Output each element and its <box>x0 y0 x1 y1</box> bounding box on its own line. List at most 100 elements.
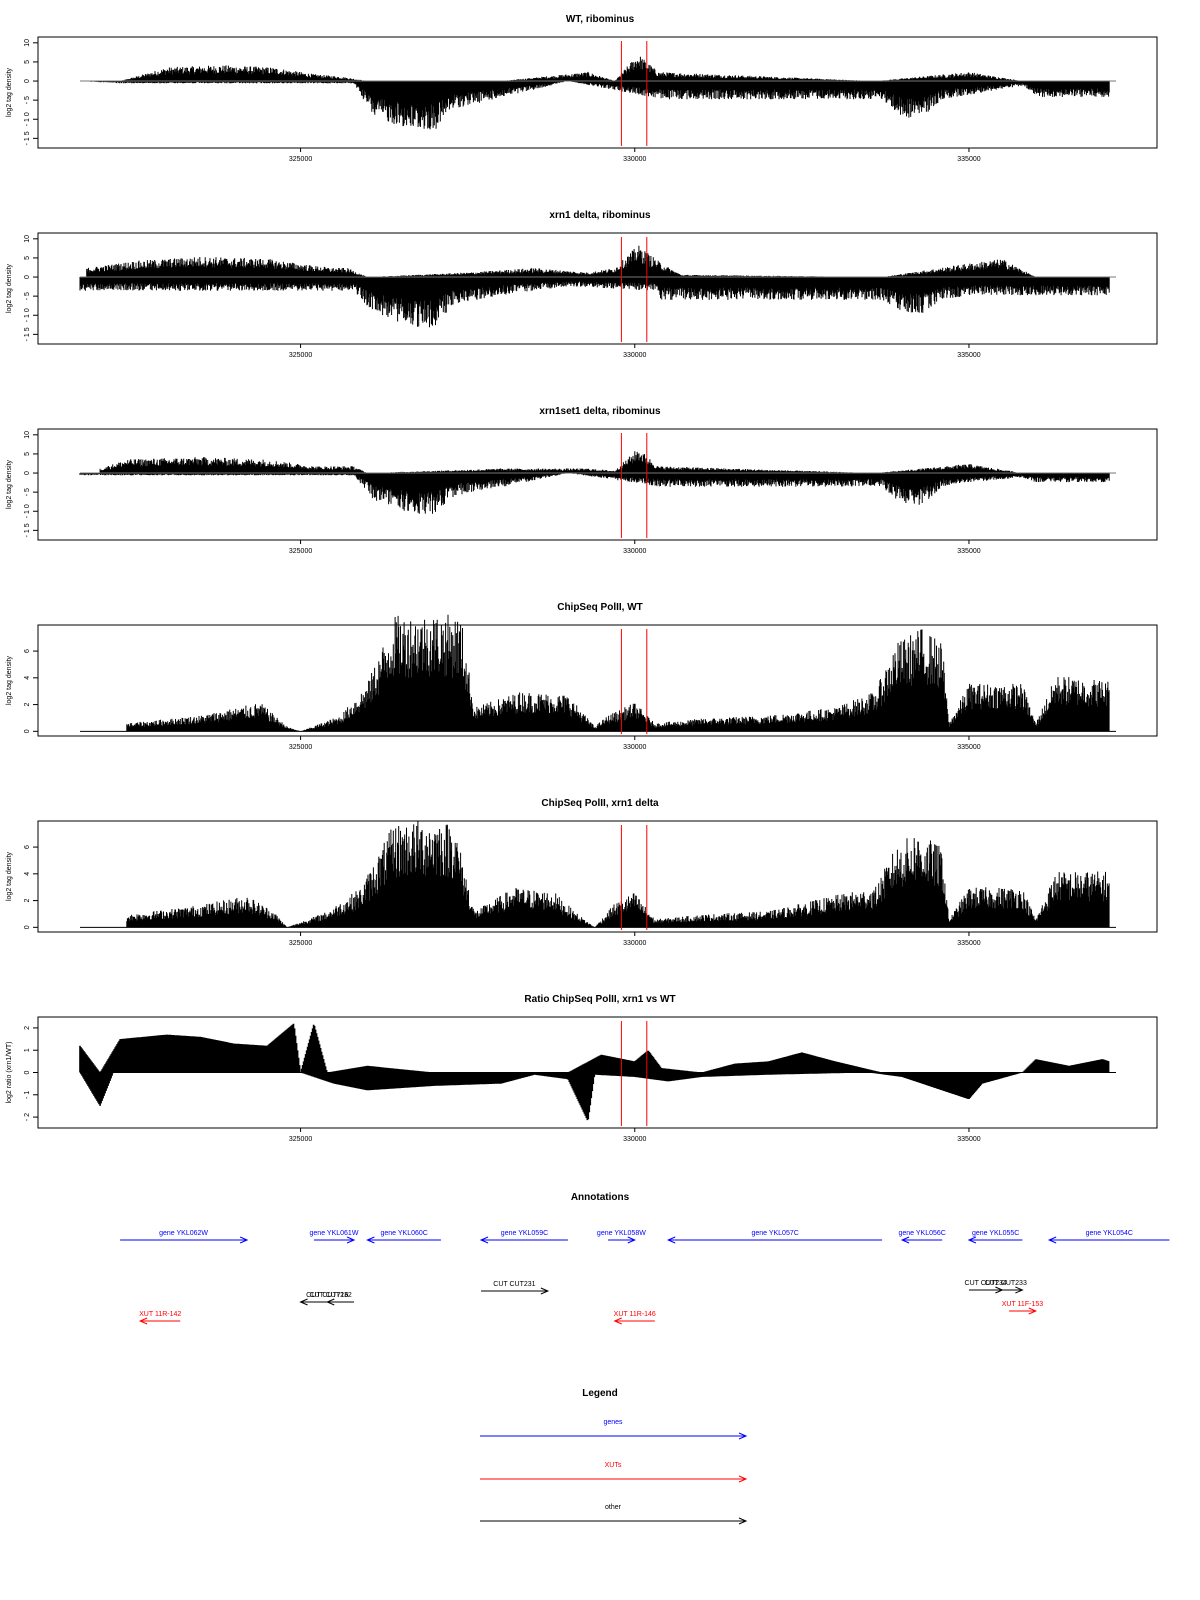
series-positive <box>99 451 1022 473</box>
x-tick-label: 335000 <box>957 548 980 555</box>
annotation-arrow-head <box>995 1286 1004 1294</box>
annotation-label: gene YKL057C <box>751 1230 798 1237</box>
plot-frame <box>37 624 1158 737</box>
y-tick-label: 0 <box>24 1070 31 1074</box>
y-tick-label: 0 <box>24 79 31 83</box>
series-negative <box>80 1072 1023 1121</box>
annotation-arrow-head <box>326 1298 335 1306</box>
annotation-gene-ykl062w: gene YKL062W <box>120 1230 249 1244</box>
panel-xrn1-ribominus: xrn1 delta, ribominus log2 tag density 10 5… <box>6 210 1158 359</box>
series-negative <box>79 473 1110 514</box>
panel-title: ChipSeq PolII, xrn1 delta <box>541 798 659 809</box>
annotation-arrow-head <box>1015 1286 1024 1294</box>
panel-ratio: Ratio ChipSeq PolII, xrn1 vs WT log2 rati… <box>6 994 1158 1143</box>
plot-frame <box>37 36 1158 149</box>
y-tick-label: 2 <box>24 1026 31 1030</box>
y-tick-label: 10 <box>24 39 31 47</box>
panel-title: xrn1 delta, ribominus <box>549 210 651 221</box>
annotation-xut-11r-146: XUT 11R-146 <box>613 1311 656 1325</box>
y-tick-label: - 1 0 <box>24 112 31 126</box>
annotation-gene-ykl059c: gene YKL059C <box>479 1230 568 1244</box>
y-axis-label: log2 tag density <box>6 263 13 313</box>
series-positive <box>120 56 1022 81</box>
data-series <box>79 451 1110 514</box>
y-tick-label: 0 <box>24 471 31 475</box>
annotation-arrow-head <box>540 1287 550 1295</box>
y-tick-label: 5 <box>24 256 31 260</box>
legend-label: other <box>605 1504 622 1511</box>
annotation-gene-ykl061w: gene YKL061W <box>310 1230 359 1244</box>
x-tick-label: 330000 <box>623 548 646 555</box>
y-axis-label: log2 tag density <box>6 655 13 705</box>
y-tick-label: 6 <box>24 649 31 653</box>
y-tick-label: 10 <box>24 431 31 439</box>
legend: Legend genes XUTs other <box>480 1388 748 1525</box>
legend-item-other: other <box>480 1504 748 1525</box>
panel-wt-ribominus: WT, ribominus log2 tag density 10 5 0 - 5 - 1 … <box>6 14 1158 163</box>
data-series <box>126 821 1110 928</box>
y-tick-label: - 5 <box>24 488 31 496</box>
annotation-arrow-head <box>479 1236 489 1244</box>
y-tick-label: 4 <box>24 676 31 680</box>
y-tick-label: - 1 0 <box>24 308 31 322</box>
annotation-cut-cut232: CUT CUT232 <box>310 1292 352 1306</box>
legend-item-genes: genes <box>480 1419 748 1440</box>
y-tick-label: - 1 <box>24 1091 31 1099</box>
annotation-label: gene YKL061W <box>310 1230 359 1237</box>
x-tick-label: 330000 <box>623 352 646 359</box>
annotation-label: CUT CUT232 <box>310 1292 352 1299</box>
annotation-label: CUT CUT234 <box>965 1280 1007 1287</box>
legend-arrow-head <box>738 1475 748 1483</box>
x-tick-label: 330000 <box>623 1136 646 1143</box>
series-positive <box>126 821 1110 928</box>
annotations-track: Annotations gene YKL062W gene YKL061W gene… <box>120 1192 1170 1325</box>
panel-xrn1set1-ribominus: xrn1set1 delta, ribominus log2 tag densit… <box>6 406 1158 555</box>
y-tick-label: - 5 <box>24 292 31 300</box>
annotation-label: gene YKL054C <box>1086 1230 1133 1237</box>
annotation-label: gene YKL056C <box>898 1230 945 1237</box>
annotation-arrow-head <box>346 1236 356 1244</box>
annotation-xut-11r-142: XUT 11R-142 <box>138 1311 181 1325</box>
annotation-label: gene YKL060C <box>380 1230 427 1237</box>
y-tick-label: - 2 <box>24 1113 31 1121</box>
annotation-gene-ykl054c: gene YKL054C <box>1047 1230 1170 1244</box>
annotation-label: CUT CUT233 <box>985 1280 1027 1287</box>
annotation-gene-ykl058w: gene YKL058W <box>597 1230 646 1244</box>
x-tick-label: 330000 <box>623 744 646 751</box>
x-tick-label: 330000 <box>623 156 646 163</box>
x-tick-label: 325000 <box>289 548 312 555</box>
annotation-gene-ykl055c: gene YKL055C <box>967 1230 1023 1244</box>
y-tick-label: 10 <box>24 235 31 243</box>
annotation-label: XUT 11R-146 <box>614 1311 656 1318</box>
y-tick-label: 0 <box>24 729 31 733</box>
annotation-arrow-head <box>613 1317 622 1325</box>
data-series <box>79 245 1110 328</box>
annotation-label: gene YKL058W <box>597 1230 646 1237</box>
x-tick-label: 325000 <box>289 352 312 359</box>
annotation-gene-ykl060c: gene YKL060C <box>366 1230 441 1244</box>
annotation-label: XUT 11F-153 <box>1002 1301 1043 1308</box>
annotation-label: XUT 11R-142 <box>139 1311 181 1318</box>
annotation-arrow-head <box>1047 1236 1057 1244</box>
annotation-arrow-head <box>299 1298 308 1306</box>
y-axis-label: log2 tag density <box>6 851 13 901</box>
annotation-label: gene YKL055C <box>972 1230 1019 1237</box>
legend-label: XUTs <box>605 1462 622 1469</box>
y-tick-label: 1 <box>24 1048 31 1052</box>
legend-item-xuts: XUTs <box>480 1462 748 1483</box>
annotation-gene-ykl056c: gene YKL056C <box>898 1230 946 1244</box>
y-axis-label: log2 tag density <box>6 459 13 509</box>
data-series <box>80 56 1110 130</box>
legend-title: Legend <box>582 1388 618 1399</box>
series-negative <box>80 81 1110 130</box>
y-tick-label: 4 <box>24 872 31 876</box>
legend-arrow-head <box>738 1517 748 1525</box>
annotation-cut-cut234: CUT CUT234 <box>965 1280 1007 1294</box>
series-negative <box>79 277 1110 328</box>
annotation-cut-cut231: CUT CUT231 <box>481 1281 550 1295</box>
annotation-label: gene YKL059C <box>501 1230 548 1237</box>
y-tick-label: 5 <box>24 452 31 456</box>
x-tick-label: 330000 <box>623 940 646 947</box>
